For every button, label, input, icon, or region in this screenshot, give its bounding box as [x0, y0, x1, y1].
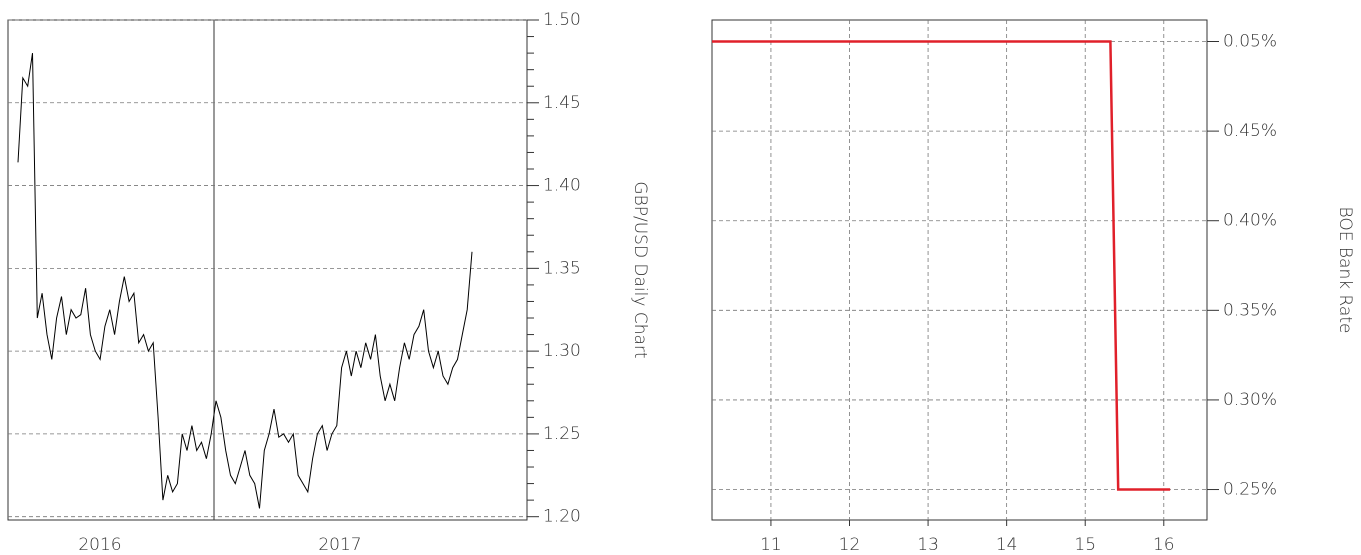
y-tick-label: 1.25	[543, 424, 581, 444]
y-tick-label: 0.45%	[1223, 121, 1277, 141]
y-tick-label: 0.30%	[1223, 390, 1277, 410]
y-axis-title: BOE Bank Rate	[1335, 207, 1355, 334]
y-tick-label: 1.35	[543, 258, 581, 278]
x-tick-label: 12	[839, 535, 861, 555]
rate-line	[712, 40, 1171, 491]
y-axis-title: GBP/USD Daily Chart	[630, 181, 650, 358]
x-tick-label: 13	[917, 535, 939, 555]
right-plot-frame	[711, 19, 1208, 521]
y-tick-label: 0.35%	[1223, 300, 1277, 320]
x-tick-label: 15	[1074, 535, 1096, 555]
y-tick-label: 0.25%	[1223, 480, 1277, 500]
left-plot-frame	[7, 19, 528, 521]
x-tick-label: 14	[996, 535, 1018, 555]
y-tick-label: 1.45	[543, 93, 581, 113]
x-tick-label: 16	[1153, 535, 1175, 555]
x-tick-label: 11	[760, 535, 782, 555]
y-tick-label: 1.30	[543, 341, 581, 361]
y-tick-label: 1.50	[543, 10, 581, 30]
y-tick-label: 1.20	[543, 507, 581, 527]
y-tick-label: 0.40%	[1223, 211, 1277, 231]
x-year-label: 2016	[78, 535, 121, 555]
y-tick-label: 0.05%	[1223, 32, 1277, 52]
x-year-label: 2017	[318, 535, 361, 555]
y-tick-label: 1.40	[543, 176, 581, 196]
price-line	[17, 53, 473, 509]
